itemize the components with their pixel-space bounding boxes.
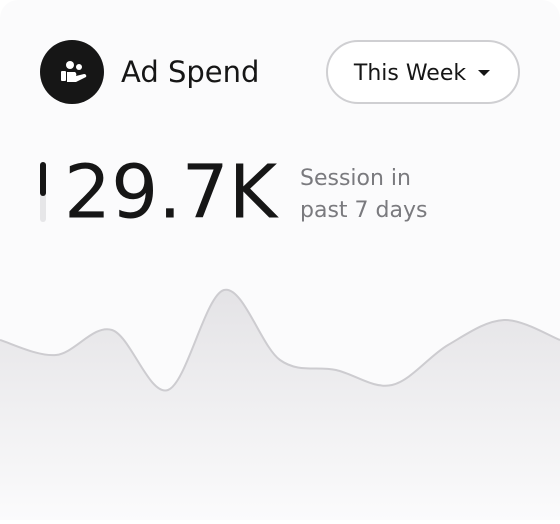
sparkline xyxy=(0,288,560,520)
sparkline-area xyxy=(0,289,560,520)
icon-glyph xyxy=(61,61,87,82)
dropdown-caret[interactable] xyxy=(478,70,490,76)
sparkline-line xyxy=(0,288,560,392)
card-title: Ad Spend xyxy=(121,55,259,89)
metric-caption: past 7 days xyxy=(300,198,427,223)
metric-caption: Session in xyxy=(300,166,411,191)
metric-value: 29.7K xyxy=(64,150,280,236)
indicator-fill xyxy=(40,162,46,196)
dropdown-label[interactable]: This Week xyxy=(353,61,466,86)
period-dropdown[interactable] xyxy=(326,40,520,104)
